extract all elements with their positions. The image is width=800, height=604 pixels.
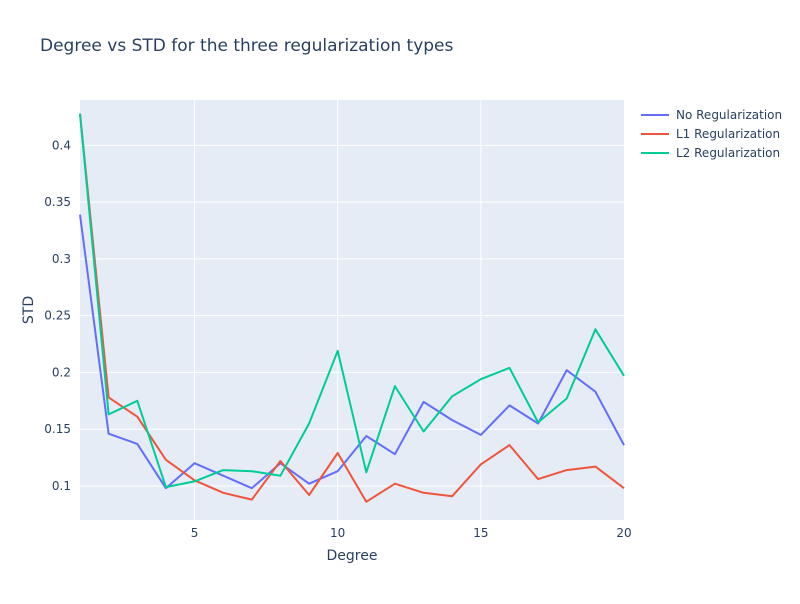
- y-tick-label: 0.3: [52, 252, 71, 266]
- series-line-2[interactable]: [79, 113, 625, 503]
- plot-area: [80, 100, 624, 520]
- legend-label: L1 Regularization: [676, 127, 780, 141]
- series-line-3[interactable]: [79, 113, 625, 489]
- x-tick-label: 5: [191, 526, 199, 540]
- y-tick-label: 0.4: [52, 138, 71, 152]
- chart-title: Degree vs STD for the three regularizati…: [40, 36, 454, 56]
- legend-item-1[interactable]: No Regularization: [641, 108, 782, 122]
- legend[interactable]: No Regularization L1 Regularization L2 Reg…: [641, 108, 782, 160]
- legend-item-2[interactable]: L1 Regularization: [641, 127, 780, 141]
- y-axis-title: STD: [21, 296, 37, 324]
- y-tick-label: 0.2: [52, 365, 71, 379]
- y-tick-label: 0.35: [44, 195, 71, 209]
- y-tick-label: 0.1: [52, 479, 71, 493]
- legend-label: No Regularization: [676, 108, 782, 122]
- series-lines: [79, 113, 625, 503]
- axis-ticks: 0.1 0.15 0.2 0.25 0.3 0.35 0.4 5 10 15 20: [44, 138, 631, 540]
- legend-item-3[interactable]: L2 Regularization: [641, 146, 780, 160]
- legend-label: L2 Regularization: [676, 146, 780, 160]
- x-tick-label: 20: [616, 526, 631, 540]
- x-tick-label: 15: [473, 526, 488, 540]
- x-tick-label: 10: [330, 526, 345, 540]
- series-line-1[interactable]: [79, 214, 625, 490]
- y-tick-label: 0.25: [44, 309, 71, 323]
- grid-lines: [80, 100, 624, 520]
- y-tick-label: 0.15: [44, 422, 71, 436]
- x-axis-title: Degree: [327, 548, 378, 564]
